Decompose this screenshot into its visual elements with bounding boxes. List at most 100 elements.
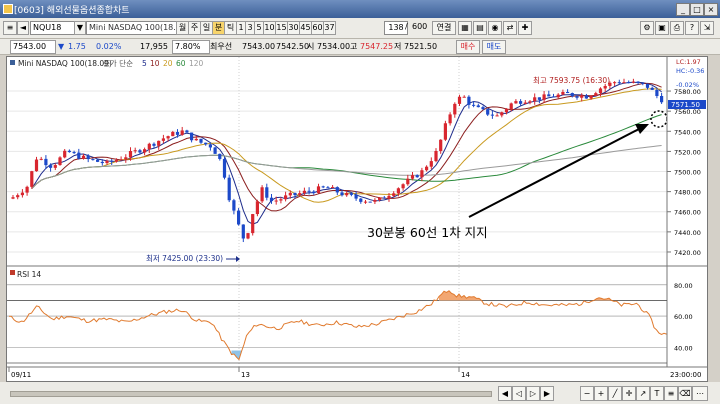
count-current-input[interactable]: 138 xyxy=(384,21,408,35)
buy-button[interactable]: 매수 xyxy=(456,40,480,54)
symbol-code-input[interactable]: NQU18 xyxy=(30,21,78,35)
candle-body xyxy=(551,96,556,98)
tool-icon-5[interactable]: ✚ xyxy=(518,21,532,35)
chart-menu-icon[interactable]: ≡ xyxy=(3,21,17,35)
print-icon[interactable]: ⎙ xyxy=(670,21,684,35)
candle-body xyxy=(143,149,147,153)
maximize-button[interactable]: □ xyxy=(690,3,704,16)
minimize-button[interactable]: _ xyxy=(676,3,690,16)
corner-label-hc: HC:-0.36 xyxy=(676,67,704,75)
scroll-right-icon[interactable]: ▷ xyxy=(526,386,540,401)
candle-body xyxy=(575,96,579,98)
candle-body xyxy=(650,87,654,90)
candle-body xyxy=(354,194,358,199)
candle-body xyxy=(457,96,462,104)
candle-body xyxy=(284,195,288,200)
candle-body xyxy=(570,93,574,97)
candle-body xyxy=(420,170,424,178)
rsi-line xyxy=(8,290,667,361)
price-tick-label: 7420.00 xyxy=(674,249,701,257)
back-icon[interactable]: ◄ xyxy=(17,21,29,35)
chart-area[interactable]: Mini NASDAQ 100(18.09) 종가 단순 5 10 20 60 … xyxy=(6,56,708,382)
tool-icon-4[interactable]: ⇄ xyxy=(503,21,517,35)
candle-body xyxy=(443,123,447,140)
candle-body xyxy=(293,192,297,196)
candle-body xyxy=(255,201,259,215)
settings-icon[interactable]: ⚙ xyxy=(640,21,654,35)
zoom-out-icon[interactable]: − xyxy=(580,386,594,401)
candle-body xyxy=(110,160,114,162)
candle-body xyxy=(556,94,560,98)
high-label: 고 xyxy=(350,42,358,51)
more-tools-icon[interactable]: ⋯ xyxy=(692,386,708,401)
legend-ma-20: 20 xyxy=(163,59,173,68)
time-label: 23:00:00 xyxy=(670,371,701,379)
draw-line-icon[interactable]: ╱ xyxy=(608,386,622,401)
candle-body xyxy=(49,165,53,168)
help-icon[interactable]: ? xyxy=(685,21,699,35)
arrow-tool-icon[interactable]: ↗ xyxy=(636,386,650,401)
expand-icon[interactable]: ⇲ xyxy=(700,21,714,35)
zoom-in-icon[interactable]: + xyxy=(594,386,608,401)
chart-canvas[interactable]: Mini NASDAQ 100(18.09) 종가 단순 5 10 20 60 … xyxy=(7,57,707,381)
candle-body xyxy=(660,96,664,103)
low-annotation: 최저 7425.00 (23:30) xyxy=(146,253,223,263)
candle-body xyxy=(472,104,476,106)
price-tick-label: 7440.00 xyxy=(674,229,701,237)
candle-body xyxy=(495,115,499,117)
period-tab-3[interactable]: 분 xyxy=(212,21,225,35)
candle-body xyxy=(63,150,67,158)
candle-body xyxy=(627,82,631,84)
candle-body xyxy=(100,161,104,164)
candle-body xyxy=(547,94,551,97)
candle-body xyxy=(349,193,353,195)
symbol-search-icon[interactable]: ▼ xyxy=(74,21,86,35)
candle-body xyxy=(138,150,142,153)
candle-body xyxy=(288,192,292,196)
candle-body xyxy=(406,178,410,185)
ma-line-120 xyxy=(31,145,662,189)
bid-price: 7543.00 xyxy=(242,42,276,51)
link-button[interactable]: 연결 xyxy=(432,21,456,35)
candle-body xyxy=(246,233,250,239)
text-tool-icon[interactable]: T xyxy=(650,386,664,401)
callout-arrowhead xyxy=(635,124,649,134)
candle-body xyxy=(359,198,363,202)
current-price-box xyxy=(668,100,706,109)
change-value: 1.75 xyxy=(68,42,86,51)
tool-icon-2[interactable]: ▤ xyxy=(473,21,487,35)
horizontal-scrollbar[interactable] xyxy=(10,391,492,397)
candle-body xyxy=(105,160,109,164)
callout-arrow xyxy=(468,128,640,218)
candle-body xyxy=(227,177,231,201)
candle-body xyxy=(537,97,541,100)
candle-body xyxy=(208,144,212,148)
price-tick-label: 7500.00 xyxy=(674,169,701,177)
scroll-start-icon[interactable]: ◀ xyxy=(498,386,512,401)
scroll-end-icon[interactable]: ▶ xyxy=(540,386,554,401)
scroll-left-icon[interactable]: ◁ xyxy=(512,386,526,401)
fib-tool-icon[interactable]: ≡ xyxy=(664,386,678,401)
crosshair-icon[interactable]: ✛ xyxy=(622,386,636,401)
sell-button[interactable]: 매도 xyxy=(482,40,506,54)
price-tick-label: 7580.00 xyxy=(674,88,701,96)
rsi-grid xyxy=(7,284,667,364)
period-tab-13[interactable]: 37 xyxy=(323,21,336,35)
save-icon[interactable]: ▣ xyxy=(655,21,669,35)
candle-body xyxy=(58,157,62,166)
volume-percent: 7.80% xyxy=(172,40,210,54)
symbol-name-field: Mini NASDAQ 100(18.09) xyxy=(86,21,178,35)
tool-icon-1[interactable]: ▦ xyxy=(458,21,472,35)
eraser-icon[interactable]: ⌫ xyxy=(678,386,692,401)
candle-body xyxy=(124,157,128,160)
volume: 17,955 xyxy=(140,42,168,51)
period-tabs: 월 주 일 분 틱 1 3 5 10 15 30 45 60 37 xyxy=(176,18,336,38)
candle-body xyxy=(114,159,118,162)
current-price-label: 7571.50 xyxy=(671,101,700,109)
tool-icon-3[interactable]: ◉ xyxy=(488,21,502,35)
candle-body xyxy=(204,142,208,145)
candle-body xyxy=(425,166,429,171)
candle-body xyxy=(269,197,274,202)
close-button[interactable]: × xyxy=(704,3,718,16)
rsi-panel: RSI 14 80.00 60.00 40.00 xyxy=(7,270,693,364)
